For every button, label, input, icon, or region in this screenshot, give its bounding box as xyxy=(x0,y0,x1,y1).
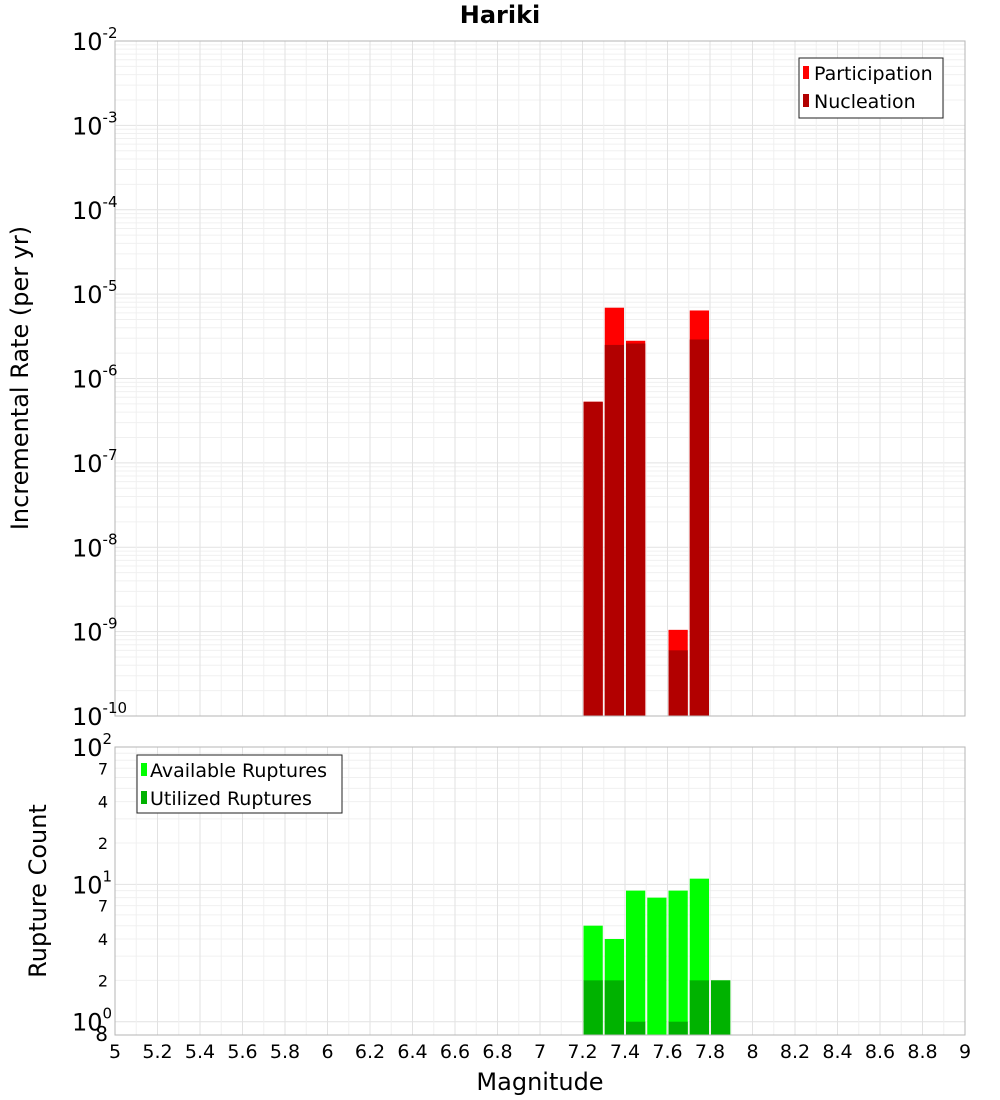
x-tick-label: 9 xyxy=(959,1041,971,1063)
x-tick-label: 7.2 xyxy=(567,1041,597,1063)
y-tick-label-minor: 8 xyxy=(95,1022,108,1046)
rupture-count-plot-bars xyxy=(583,878,731,1035)
rate-plot: 10-10 10-9 10-8 10-7 10-6 10-5 10-4 10-3 10-2 In… xyxy=(6,24,966,731)
y-tick-label: 10-5 xyxy=(72,277,118,309)
x-tick-label: 7.8 xyxy=(695,1041,725,1063)
y-tick-label-minor: 7 xyxy=(98,897,108,916)
x-tick-label: 8.2 xyxy=(780,1041,810,1063)
x-tick-label: 8.6 xyxy=(865,1041,895,1063)
x-tick-label: 5.2 xyxy=(142,1041,172,1063)
rate-plot-legend-box xyxy=(798,57,944,119)
bar-nucleation xyxy=(626,343,646,716)
bar-available-ruptures xyxy=(626,890,646,1035)
y-tick-label: 10-7 xyxy=(72,446,118,478)
rate-plot-frame xyxy=(114,40,966,717)
x-tick-label: 6.6 xyxy=(440,1041,470,1063)
rate-plot-grid xyxy=(115,41,965,716)
legend-label-utilized-ruptures: Utilized Ruptures xyxy=(150,788,312,810)
y-tick-label-minor: 2 xyxy=(98,834,108,853)
y-tick-label-minor: 4 xyxy=(98,793,108,812)
legend-swatch-available-ruptures xyxy=(141,763,147,776)
y-tick-label: 10-4 xyxy=(72,193,118,225)
x-tick-label: 8.4 xyxy=(822,1041,852,1063)
bar-available-ruptures xyxy=(668,890,688,1035)
x-tick-label: 5.4 xyxy=(185,1041,215,1063)
x-tick-label: 8.8 xyxy=(907,1041,937,1063)
legend-label-participation: Participation xyxy=(814,63,933,85)
legend-label-available-ruptures: Available Ruptures xyxy=(150,760,327,782)
bar-nucleation xyxy=(604,344,624,716)
bar-utilized-ruptures xyxy=(689,980,709,1035)
chart-title: Hariki xyxy=(460,1,541,29)
y-tick-label: 10-3 xyxy=(72,108,118,140)
y-tick-label: 10-8 xyxy=(72,530,118,562)
bar-available-ruptures xyxy=(647,897,667,1035)
y-tick-label-minor: 4 xyxy=(98,930,108,949)
y-tick-label-minor: 2 xyxy=(98,971,108,990)
y-tick-label: 10-10 xyxy=(72,699,127,731)
y-tick-label: 101 xyxy=(72,867,112,899)
x-tick-label: 5 xyxy=(109,1041,121,1063)
x-tick-label: 5.6 xyxy=(227,1041,257,1063)
rupture-count-plot-y-ticks: 100 101 102 8 2 4 7 2 4 7 xyxy=(72,730,112,1046)
rate-plot-bars xyxy=(583,307,709,716)
legend-label-nucleation: Nucleation xyxy=(814,91,916,113)
x-tick-label: 6.2 xyxy=(355,1041,385,1063)
x-tick-label: 6 xyxy=(321,1041,333,1063)
bar-nucleation xyxy=(689,339,709,716)
rupture-count-plot-grid xyxy=(115,747,965,1035)
x-axis-title: Magnitude xyxy=(476,1068,603,1096)
legend-swatch-participation xyxy=(803,66,809,79)
bar-utilized-ruptures xyxy=(668,1021,688,1035)
rate-plot-legend: Participation Nucleation xyxy=(798,57,944,119)
rupture-count-plot-legend: Available Ruptures Utilized Ruptures xyxy=(136,754,343,814)
x-tick-label: 8 xyxy=(746,1041,758,1063)
rupture-count-plot: 100 101 102 8 2 4 7 2 4 7 5 5.2 5.4 5.6 5.8 6 6.2 6.4 6.6… xyxy=(24,730,971,1096)
y-tick-label: 100 xyxy=(72,1005,112,1037)
rate-plot-y-axis-title: Incremental Rate (per yr) xyxy=(6,226,34,530)
rate-plot-y-ticks: 10-10 10-9 10-8 10-7 10-6 10-5 10-4 10-3 10-2 xyxy=(72,24,127,731)
bar-utilized-ruptures xyxy=(604,980,624,1035)
bar-utilized-ruptures xyxy=(626,1021,646,1035)
y-tick-label-minor: 7 xyxy=(98,759,108,778)
y-tick-label: 10-9 xyxy=(72,615,118,647)
y-tick-label: 10-6 xyxy=(72,362,118,394)
bar-nucleation xyxy=(668,650,688,716)
legend-swatch-utilized-ruptures xyxy=(141,791,147,804)
x-tick-label: 6.8 xyxy=(482,1041,512,1063)
x-tick-label: 5.8 xyxy=(270,1041,300,1063)
x-axis-ticks: 5 5.2 5.4 5.6 5.8 6 6.2 6.4 6.6 6.8 7 7.2 7.4 7.6 7.8 8… xyxy=(109,1041,971,1063)
y-tick-label: 10-2 xyxy=(72,24,118,56)
bar-utilized-ruptures xyxy=(583,980,603,1035)
bar-utilized-ruptures xyxy=(711,980,731,1035)
legend-swatch-nucleation xyxy=(803,94,809,107)
x-tick-label: 6.4 xyxy=(397,1041,427,1063)
x-tick-label: 7.4 xyxy=(610,1041,640,1063)
rupture-count-plot-y-axis-title: Rupture Count xyxy=(24,804,52,978)
rupture-count-plot-legend-box xyxy=(136,754,343,814)
x-tick-label: 7 xyxy=(534,1041,546,1063)
y-tick-label: 102 xyxy=(72,730,112,762)
rupture-count-plot-frame xyxy=(114,746,966,1036)
x-tick-label: 7.6 xyxy=(652,1041,682,1063)
bar-nucleation xyxy=(583,401,603,716)
